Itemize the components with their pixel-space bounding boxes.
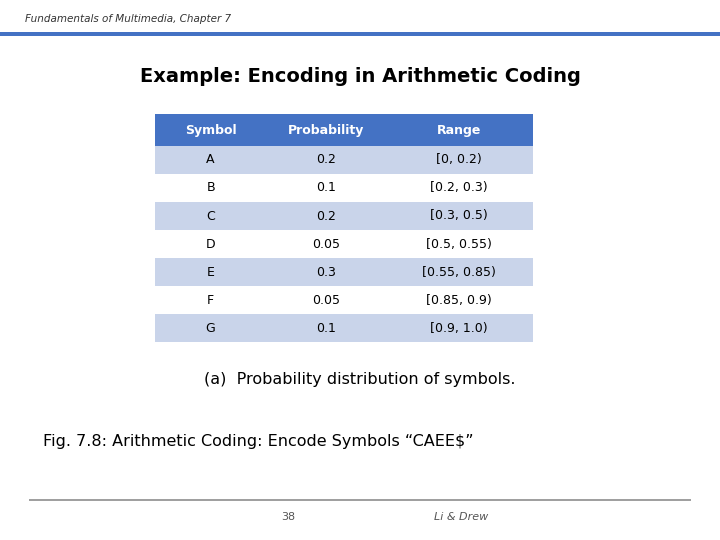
Text: [0.9, 1.0): [0.9, 1.0) — [430, 322, 488, 335]
Text: 0.2: 0.2 — [316, 210, 336, 222]
Text: [0.85, 0.9): [0.85, 0.9) — [426, 294, 492, 307]
Text: Probability: Probability — [287, 124, 364, 137]
Text: Fig. 7.8: Arithmetic Coding: Encode Symbols “CAEE$”: Fig. 7.8: Arithmetic Coding: Encode Symb… — [43, 434, 474, 449]
Text: 0.1: 0.1 — [316, 181, 336, 194]
Text: 0.2: 0.2 — [316, 153, 336, 166]
Text: G: G — [206, 322, 215, 335]
Text: (a)  Probability distribution of symbols.: (a) Probability distribution of symbols. — [204, 372, 516, 387]
Text: 0.3: 0.3 — [316, 266, 336, 279]
Text: [0.2, 0.3): [0.2, 0.3) — [430, 181, 488, 194]
Text: A: A — [207, 153, 215, 166]
Text: Example: Encoding in Arithmetic Coding: Example: Encoding in Arithmetic Coding — [140, 67, 580, 86]
Text: 0.05: 0.05 — [312, 238, 340, 251]
Text: B: B — [207, 181, 215, 194]
Text: [0.5, 0.55): [0.5, 0.55) — [426, 238, 492, 251]
Text: Range: Range — [437, 124, 481, 137]
Text: [0.55, 0.85): [0.55, 0.85) — [422, 266, 496, 279]
Text: 38: 38 — [281, 512, 295, 522]
Text: 0.05: 0.05 — [312, 294, 340, 307]
Text: 0.1: 0.1 — [316, 322, 336, 335]
Text: Li & Drew: Li & Drew — [433, 512, 488, 522]
Text: C: C — [206, 210, 215, 222]
Text: E: E — [207, 266, 215, 279]
Text: [0, 0.2): [0, 0.2) — [436, 153, 482, 166]
Text: Symbol: Symbol — [185, 124, 236, 137]
Text: F: F — [207, 294, 214, 307]
Text: D: D — [206, 238, 215, 251]
Text: Fundamentals of Multimedia, Chapter 7: Fundamentals of Multimedia, Chapter 7 — [25, 14, 231, 24]
Text: [0.3, 0.5): [0.3, 0.5) — [430, 210, 488, 222]
